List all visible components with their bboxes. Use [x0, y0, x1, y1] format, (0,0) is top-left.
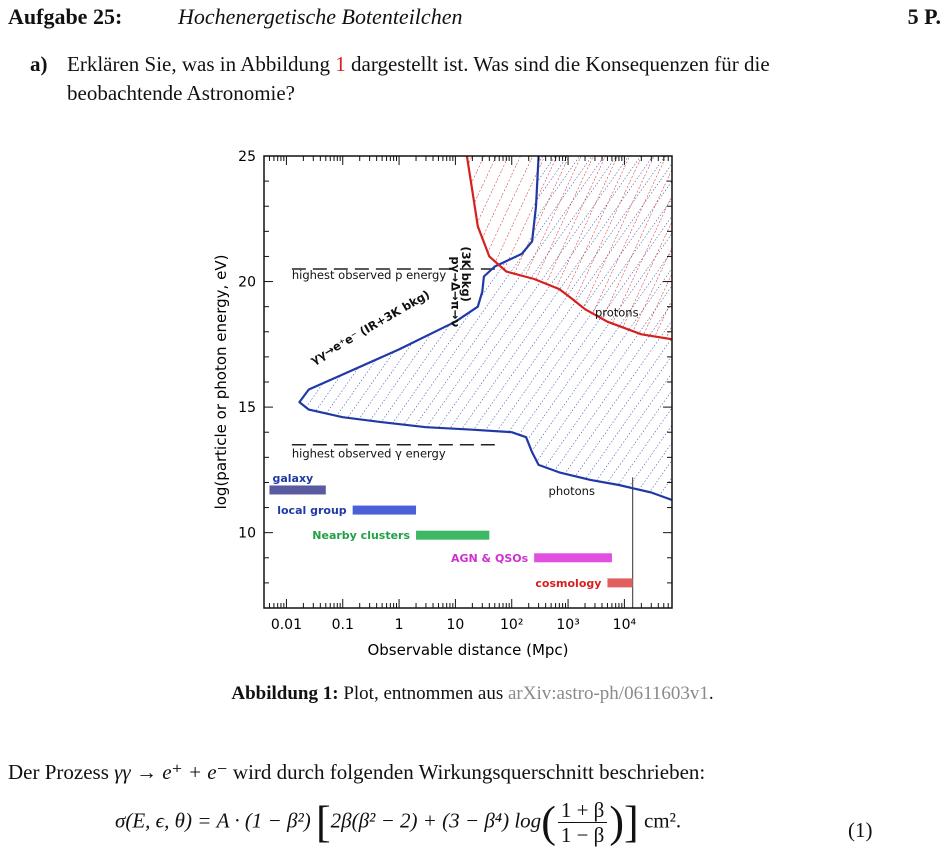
- chart-annotation: (3K bkg): [459, 246, 473, 302]
- y-tick-label: 15: [238, 400, 256, 416]
- process-formula: γγ → e⁺ + e⁻: [114, 760, 228, 784]
- x-tick-label: 10³: [556, 617, 579, 633]
- arxiv-source-link[interactable]: arXiv:astro-ph/0611603v1: [507, 683, 709, 704]
- series-photons-curve: [298, 156, 672, 502]
- range-bar-galaxy: [269, 485, 326, 495]
- range-bar-label: Nearby clusters: [312, 529, 410, 542]
- equation-number: (1): [848, 818, 873, 842]
- paren-close: ): [609, 797, 625, 847]
- question-text: Erklären Sie, was in Abbildung 1 dargest…: [67, 50, 890, 108]
- x-tick-label: 0.1: [332, 617, 354, 633]
- range-bar-label: galaxy: [272, 472, 313, 485]
- range-bar-nearby-clusters: [416, 530, 490, 540]
- paren-open: (: [541, 797, 556, 847]
- cross-section-equation: σ(E, ϵ, θ) = A · (1 − β²) [2β(β² − 2) + …: [115, 798, 681, 847]
- proton-horizon-hatch: [466, 156, 672, 340]
- fraction-numerator: 1 + β: [557, 798, 608, 823]
- y-axis-label: log(particle or photon energy, eV): [212, 255, 230, 510]
- x-axis-label: Observable distance (Mpc): [367, 641, 568, 659]
- range-bar-label: AGN & QSOs: [451, 552, 529, 565]
- bracket-close: ]: [624, 797, 639, 847]
- process-intro: Der Prozess γγ → e⁺ + e⁻ wird durch folg…: [8, 760, 705, 785]
- x-tick-label: 10²: [500, 617, 523, 633]
- range-bar-label: local group: [277, 504, 347, 517]
- range-bar-cosmology: [607, 578, 633, 588]
- question-a: a) Erklären Sie, was in Abbildung 1 darg…: [30, 50, 890, 108]
- range-bar-agn-qsos: [534, 553, 612, 563]
- question-text-after: dargestellt ist. Was sind die Konsequenz…: [67, 52, 770, 105]
- x-tick-label: 10: [446, 617, 464, 633]
- chart-annotation: pγ→Δ→π→ν: [448, 256, 462, 327]
- chart-annotation: photons: [549, 484, 595, 498]
- y-tick-label: 25: [238, 149, 256, 165]
- x-tick-label: 0.01: [271, 617, 302, 633]
- chart-annotation: protons: [595, 306, 639, 320]
- figure-caption: Abbildung 1: Plot, entnommen aus arXiv:a…: [0, 683, 945, 705]
- equation-bracket-part: 2β(β² − 2) + (3 − β⁴) log: [330, 808, 542, 833]
- caption-label: Abbildung 1:: [231, 683, 339, 704]
- range-bar-label: cosmology: [535, 577, 601, 590]
- series-protons-curve: [465, 156, 672, 341]
- question-text-before: Erklären Sie, was in Abbildung: [67, 52, 336, 76]
- y-tick-label: 10: [238, 526, 256, 542]
- fraction-denominator: 1 − β: [560, 823, 605, 847]
- y-tick-label: 20: [238, 275, 256, 291]
- caption-end: .: [708, 683, 714, 704]
- intro-before: Der Prozess: [8, 760, 115, 784]
- figure-reference-link[interactable]: 1: [335, 52, 346, 76]
- task-number: Aufgabe 25:: [8, 4, 123, 29]
- bracket-open: [: [315, 797, 331, 847]
- x-tick-label: 1: [395, 617, 404, 633]
- intro-after: wird durch folgenden Wirkungsquerschnitt…: [227, 760, 706, 784]
- x-tick-label: 10⁴: [613, 617, 637, 633]
- energy-distance-chart: 0.01 0.1 1 10 10² 10³ 10⁴ 10 15 20 25 galaxy local …: [212, 149, 673, 659]
- chart-annotation: highest observed γ energy: [292, 446, 446, 460]
- range-bar-local-group: [352, 505, 417, 515]
- question-label: a): [30, 52, 48, 76]
- task-title: Hochenergetische Botenteilchen: [178, 4, 463, 29]
- equation-unit: cm².: [643, 808, 682, 833]
- task-points: 5 P.: [907, 4, 941, 29]
- chart-annotation: highest observed p energy: [292, 268, 446, 282]
- equation-lhs: σ(E, ϵ, θ) = A · (1 − β²): [115, 808, 311, 833]
- caption-text: Plot, entnommen aus: [338, 683, 508, 704]
